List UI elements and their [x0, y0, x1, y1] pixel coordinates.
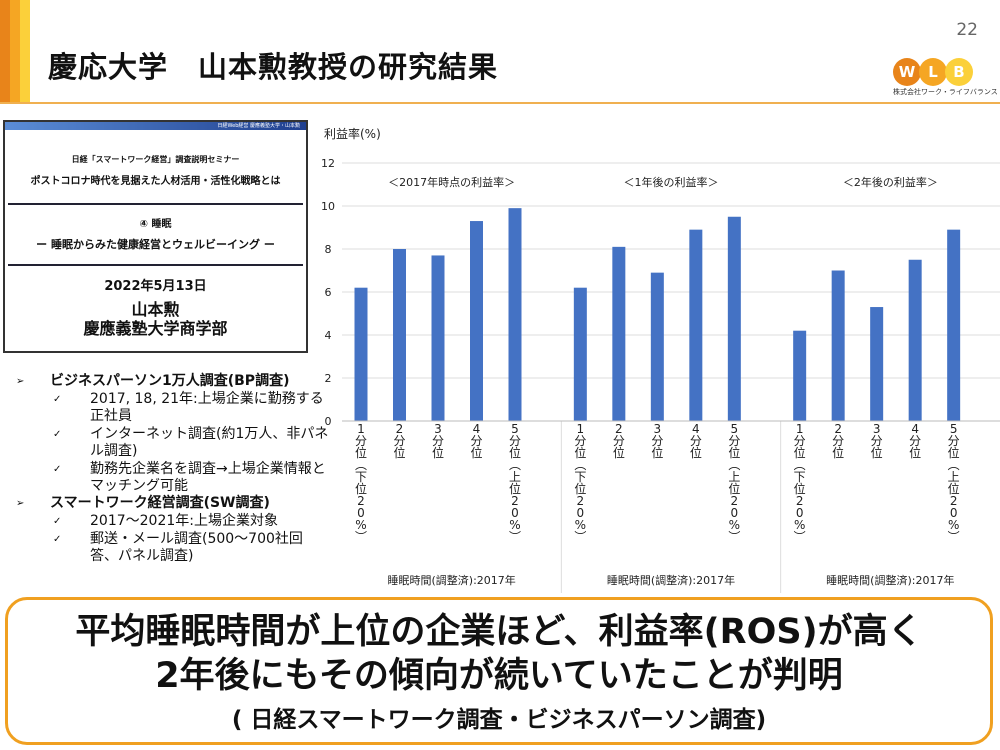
bar: [431, 255, 445, 421]
thumb-line1: 日経「スマートワーク経営」調査説明セミナー: [71, 155, 240, 164]
seminar-thumbnail: 日経Web経営 慶應義塾大学・山本勲 日経「スマートワーク経営」調査説明セミナー…: [3, 120, 308, 353]
sub-bullet-text: インターネット調査(約1万人、非パネル調査): [90, 426, 329, 459]
company-logo: W L B 株式会社ワーク・ライフバランス: [893, 58, 998, 98]
thumb-line3: ④ 睡眠: [139, 219, 172, 230]
sub-bullet-item: ✓ 郵送・メール調査(500〜700社回答、パネル調査): [10, 531, 330, 565]
x-tick-label: 5 分位︵上位 2 0% ︶: [948, 422, 960, 544]
x-tick-label: 1 分位︵下位 2 0% ︶: [574, 422, 586, 544]
thumb-author: 山本勲: [131, 300, 180, 319]
thumb-divider: [8, 264, 303, 266]
x-tick-label: 1 分位︵下位 2 0% ︶: [794, 422, 806, 544]
check-icon: ✓: [53, 516, 62, 527]
bullet-item: ➢ ビジネスパーソン1万人調査(BP調査): [10, 373, 330, 390]
bar: [689, 229, 703, 421]
x-tick-label: 2 分位: [613, 422, 625, 460]
conclusion-callout: 平均睡眠時間が上位の企業ほど、利益率(ROS)が高く 2年後にもその傾向が続いて…: [5, 597, 993, 745]
callout-source: ( 日経スマートワーク調査・ビジネスパーソン調査): [231, 707, 767, 733]
logo-b: B: [945, 58, 973, 86]
x-tick-label: 2 分位: [393, 422, 405, 460]
bar: [573, 287, 587, 421]
bar: [870, 307, 884, 421]
page-title: 慶応大学 山本勲教授の研究結果: [48, 50, 499, 84]
accent-sidebar: [0, 0, 30, 103]
logo-company: 株式会社ワーク・ライフバランス: [893, 88, 998, 96]
thumb-affiliation: 慶應義塾大学商学部: [83, 319, 228, 338]
x-tick-label: 3 分位: [432, 422, 444, 460]
y-tick-label: 12: [321, 157, 335, 170]
y-axis-label: 利益率(%): [324, 126, 381, 141]
x-tick-label: 4 分位: [690, 422, 702, 460]
group-title: ＜2017年時点の利益率＞: [388, 175, 515, 189]
bullet-text: スマートワーク経営調査(SW調査): [50, 495, 270, 511]
y-tick-label: 8: [325, 243, 332, 256]
header-divider: [0, 102, 1000, 104]
x-tick-label: 5 分位︵上位 2 0% ︶: [509, 422, 521, 544]
x-tick-label: 3 分位: [871, 422, 883, 460]
x-tick-label: 1 分位︵下位 2 0% ︶: [355, 422, 367, 544]
bar: [508, 208, 522, 421]
sub-bullet-item: ✓ 勤務先企業名を調査→上場企業情報とマッチング可能: [10, 461, 330, 495]
sub-bullet-text: 2017, 18, 21年:上場企業に勤務する正社員: [90, 391, 324, 424]
sub-bullet-text: 2017〜2021年:上場企業対象: [90, 513, 278, 529]
logo-w: W: [893, 58, 921, 86]
group-x-label: 睡眠時間(調整済):2017年: [388, 573, 516, 587]
sub-bullet-text: 勤務先企業名を調査→上場企業情報とマッチング可能: [90, 461, 326, 494]
check-icon: ✓: [53, 534, 62, 545]
survey-bullets: ➢ ビジネスパーソン1万人調査(BP調査) ✓ 2017, 18, 21年:上場企業に…: [10, 373, 330, 565]
thumb-line2: ポストコロナ時代を見据えた人材活用・活性化戦略とは: [30, 176, 281, 187]
check-icon: ✓: [53, 394, 62, 405]
group-x-label: 睡眠時間(調整済):2017年: [826, 573, 954, 587]
thumb-line4: ー 睡眠からみた健康経営とウェルビーイング ー: [36, 238, 275, 251]
x-tick-label: 3 分位: [651, 422, 663, 460]
x-tick-label: 4 分位: [470, 422, 482, 460]
bar: [650, 272, 664, 421]
bar: [908, 259, 922, 421]
sub-bullet-text: 郵送・メール調査(500〜700社回答、パネル調査): [90, 531, 303, 564]
bar: [393, 249, 406, 421]
callout-line1: 平均睡眠時間が上位の企業ほど、利益率(ROS)が高く: [75, 612, 923, 652]
page-number: 22: [956, 20, 978, 40]
y-tick-label: 4: [325, 329, 332, 342]
y-tick-label: 10: [321, 200, 335, 213]
profit-rate-chart: 利益率(%) 0 2 4 6 8 10 12 ＜2017年時点の利益率＞ 睡眠時間(調整済):20…: [321, 126, 1000, 593]
arrow-bullet-icon: ➢: [16, 498, 25, 509]
thumb-date: 2022年5月13日: [104, 279, 207, 294]
y-tick-label: 6: [325, 286, 332, 299]
check-icon: ✓: [53, 464, 62, 475]
sub-bullet-item: ✓ 2017, 18, 21年:上場企業に勤務する正社員: [10, 391, 330, 425]
logo-l: L: [919, 58, 947, 86]
x-tick-label: 4 分位: [909, 422, 921, 460]
x-tick-label: 2 分位: [832, 422, 844, 460]
bar: [354, 287, 368, 421]
group-x-label: 睡眠時間(調整済):2017年: [607, 573, 735, 587]
bar: [470, 221, 483, 421]
arrow-bullet-icon: ➢: [16, 376, 25, 387]
y-tick-label: 2: [325, 372, 332, 385]
bullet-item: ➢ スマートワーク経営調査(SW調査): [10, 495, 330, 512]
sub-bullet-item: ✓ インターネット調査(約1万人、非パネル調査): [10, 426, 330, 460]
bar: [793, 330, 807, 421]
bar: [727, 216, 741, 421]
sub-bullet-item: ✓ 2017〜2021年:上場企業対象: [10, 513, 330, 530]
x-tick-label: 5 分位︵上位 2 0% ︶: [728, 422, 740, 544]
bar: [947, 229, 961, 421]
bullet-text: ビジネスパーソン1万人調査(BP調査): [50, 373, 290, 389]
group-title: ＜1年後の利益率＞: [624, 175, 719, 189]
bar: [831, 270, 845, 421]
thumb-divider: [8, 203, 303, 205]
check-icon: ✓: [53, 429, 62, 440]
thumb-banner: 日経Web経営 慶應義塾大学・山本勲: [5, 122, 306, 130]
y-tick-label: 0: [325, 415, 332, 428]
group-title: ＜2年後の利益率＞: [843, 175, 938, 189]
bar: [612, 246, 626, 421]
callout-line2: 2年後にもその傾向が続いていたことが判明: [155, 656, 843, 696]
